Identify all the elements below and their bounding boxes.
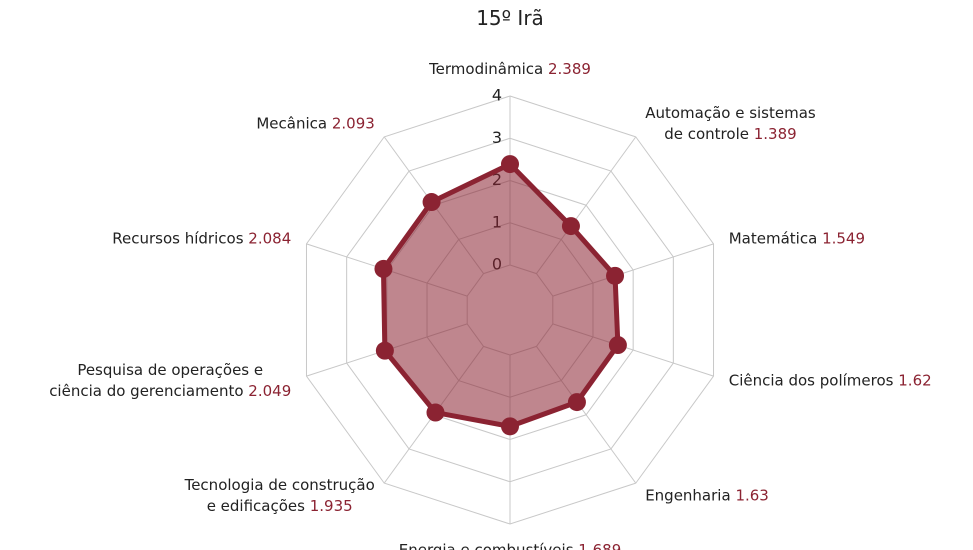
axis-label: Mecânica 2.093	[256, 113, 374, 134]
axis-label: Pesquisa de operações e ciência do geren…	[49, 360, 291, 402]
data-point	[426, 403, 445, 422]
category-label: Recursos hídricos	[112, 229, 244, 248]
category-label: Engenharia	[645, 486, 731, 505]
data-point	[501, 155, 519, 174]
axis-label: Automação e sistemas de controle 1.389	[645, 103, 816, 145]
axis-label: Engenharia 1.63	[645, 486, 769, 507]
value-label: 2.389	[547, 60, 591, 78]
axis-label: Energia e combustíveis 1.689	[399, 540, 622, 550]
value-label: 1.63	[735, 486, 769, 505]
data-point	[501, 417, 519, 436]
value-label: 1.935	[309, 497, 353, 516]
axis-label: Tecnologia de construção e edificações 1…	[185, 475, 375, 517]
axis-label: Termodinâmica 2.389	[429, 59, 591, 80]
category-label: Energia e combustíveis	[398, 541, 574, 550]
data-point	[374, 259, 393, 278]
category-label: Automação e sistemas de controle	[645, 103, 816, 143]
category-label: Ciência dos polímeros	[728, 371, 894, 390]
category-label: Matemática	[728, 229, 818, 248]
category-label: Tecnologia de construção e edificações	[184, 476, 375, 516]
data-point	[567, 393, 586, 412]
chart-title: 15º Irã	[476, 6, 544, 30]
axis-label: Recursos hídricos 2.084	[112, 228, 291, 249]
value-label: 1.549	[822, 229, 866, 248]
data-point	[608, 336, 627, 355]
radial-tick-label: 4	[492, 86, 502, 105]
axis-label: Matemática 1.549	[729, 228, 865, 249]
series-area	[380, 161, 621, 429]
data-point	[375, 341, 394, 360]
category-label: Pesquisa de operações e ciência do geren…	[49, 361, 264, 401]
category-label: Termodinâmica	[429, 60, 544, 78]
category-label: Mecânica	[256, 114, 328, 133]
data-point	[606, 266, 625, 285]
value-label: 2.093	[331, 114, 375, 133]
value-label: 1.389	[753, 124, 797, 143]
data-point	[422, 193, 441, 212]
value-label: 1.689	[578, 541, 622, 550]
radial-tick-label: 3	[492, 128, 502, 147]
value-label: 2.049	[248, 382, 292, 401]
value-label: 2.084	[248, 229, 292, 248]
axis-label: Ciência dos polímeros 1.62	[729, 371, 932, 392]
value-label: 1.62	[898, 371, 932, 390]
data-point	[561, 217, 580, 236]
